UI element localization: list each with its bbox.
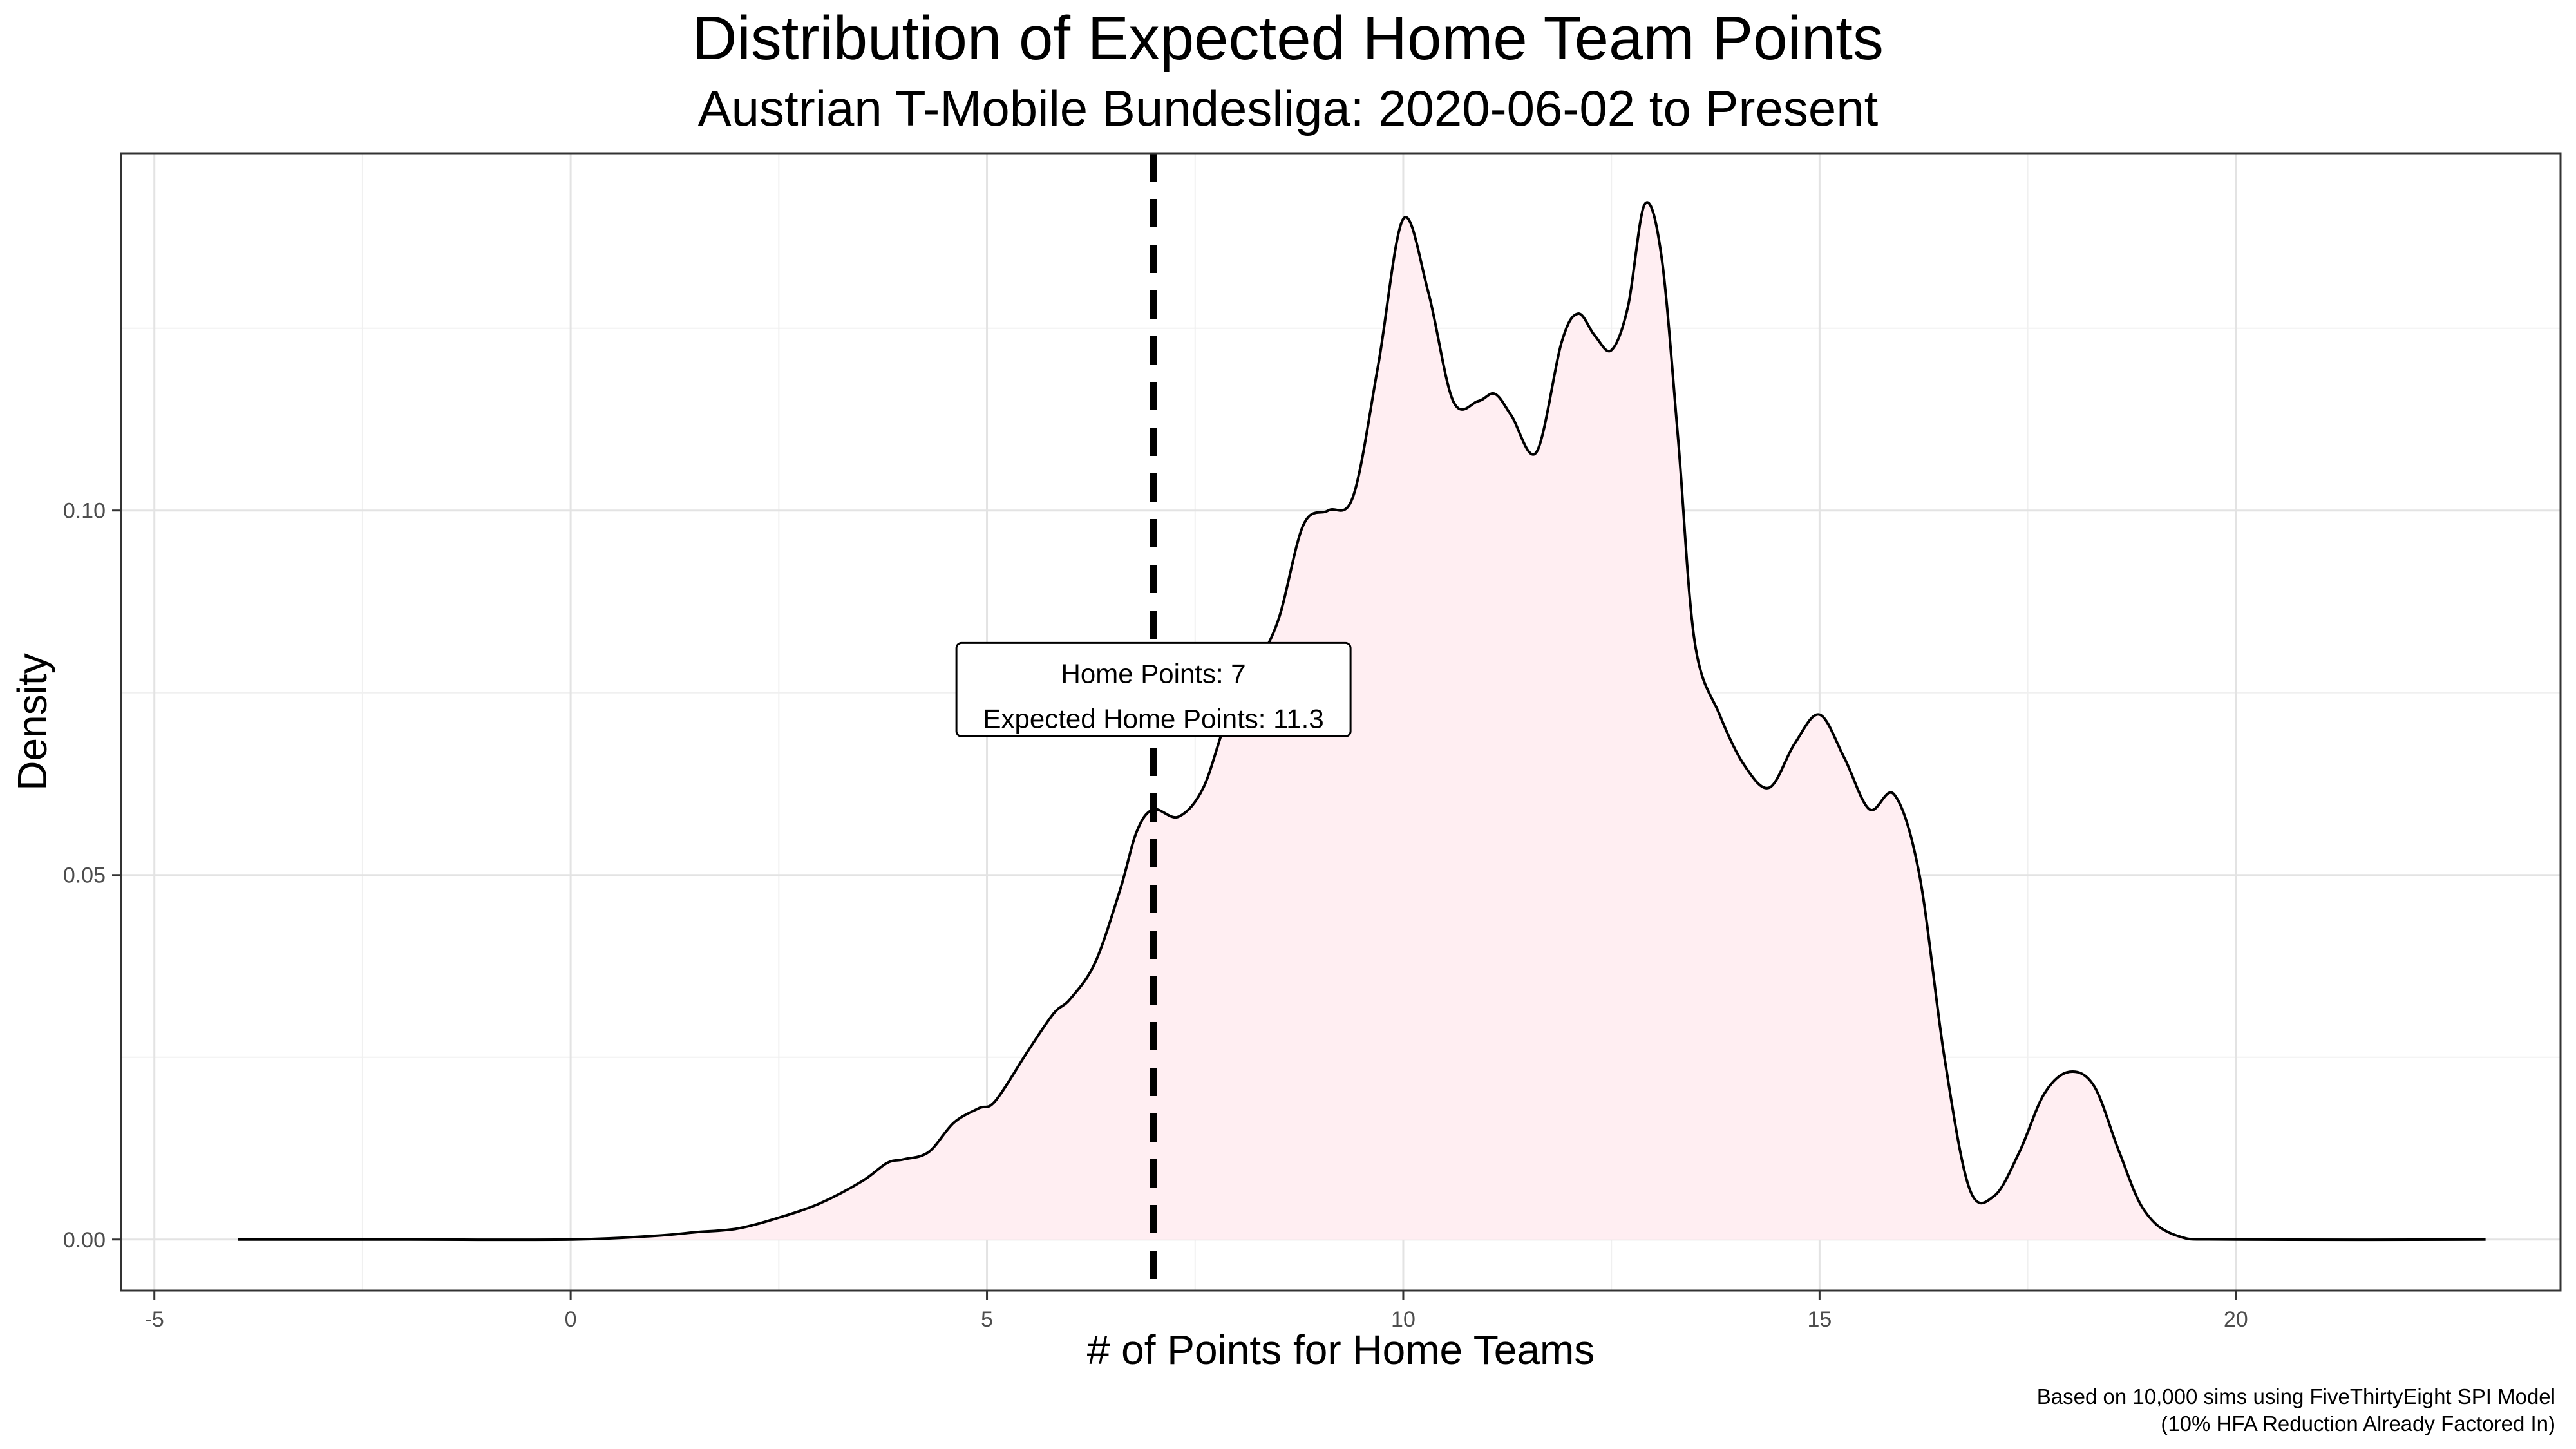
x-tick-label: 5 [981,1307,993,1332]
x-tick-label: -5 [145,1307,164,1332]
density-area [238,202,2486,1240]
x-axis-title: # of Points for Home Teams [1087,1327,1595,1373]
density-line [238,201,2486,1242]
y-tick-label: 0.00 [63,1228,106,1253]
x-tick-label: 20 [2224,1307,2248,1332]
x-tick-label: 15 [1807,1307,1832,1332]
y-axis-ticks: 0.00 0.05 0.10 [63,499,121,1253]
y-tick-label: 0.10 [63,499,106,524]
caption-line-2: (10% HFA Reduction Already Factored In) [2161,1412,2555,1435]
caption-line-1: Based on 10,000 sims using FiveThirtyEig… [2037,1385,2555,1408]
x-axis-ticks: -5 0 5 10 15 20 [145,1291,2248,1332]
annotation-box [955,641,1352,737]
x-tick-label: 10 [1391,1307,1416,1332]
chart-subtitle: Austrian T-Mobile Bundesliga: 2020-06-02… [698,80,1879,137]
annotation-label: Home Points: 7 Expected Home Points: 11.… [955,641,1352,737]
x-tick-label: 0 [565,1307,577,1332]
chart-title: Distribution of Expected Home Team Point… [692,4,1884,73]
y-axis-title: Density [9,653,55,790]
annotation-home-points: Home Points: 7 [1061,658,1246,688]
plot-panel-border [120,152,2562,1292]
y-tick-label: 0.05 [63,864,106,888]
annotation-expected-points: Expected Home Points: 11.3 [983,703,1324,734]
